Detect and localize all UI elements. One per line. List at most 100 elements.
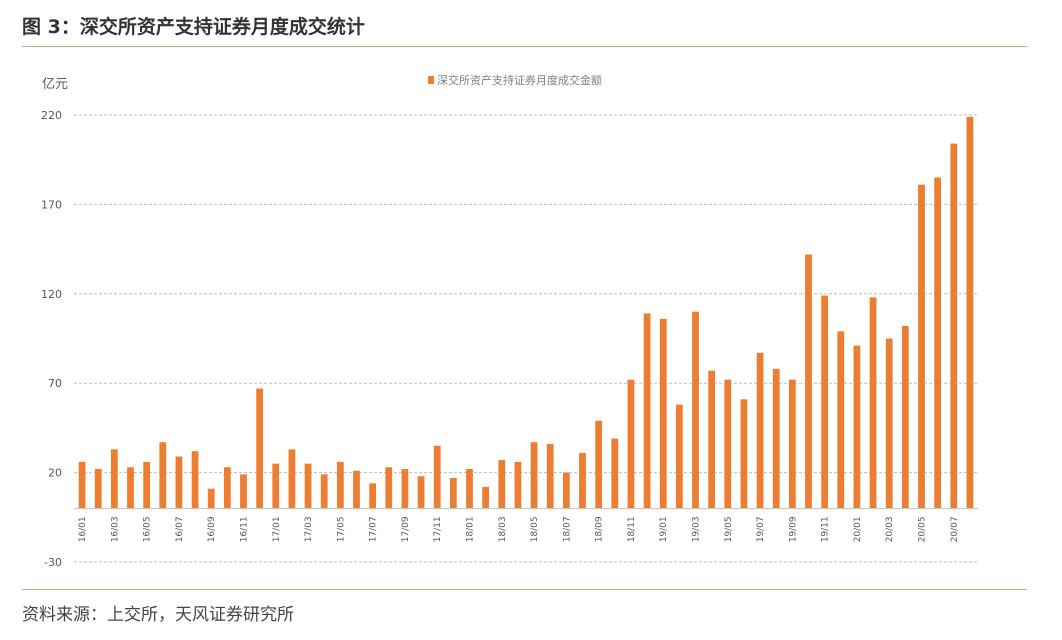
bar — [692, 311, 699, 509]
x-tick-label: 17/03 — [304, 516, 314, 542]
x-tick-label: 16/11 — [240, 516, 250, 542]
bar — [901, 325, 909, 509]
x-tick-label: 19/05 — [724, 516, 734, 542]
bar — [498, 460, 506, 509]
bar — [611, 438, 619, 509]
bar — [256, 388, 264, 509]
bar — [449, 477, 457, 509]
bar — [223, 467, 231, 509]
x-tick-label: 20/03 — [885, 516, 895, 542]
legend-label: 深交所资产支持证券月度成交金额 — [437, 73, 602, 87]
y-tick-label: 220 — [41, 109, 62, 122]
bar — [514, 461, 522, 509]
bar — [288, 449, 296, 509]
x-tick-label: 20/01 — [853, 516, 863, 542]
bar — [950, 143, 958, 509]
x-tick-label: 19/11 — [821, 516, 831, 542]
x-tick-label: 16/09 — [207, 516, 217, 542]
legend-swatch — [428, 76, 434, 84]
bar — [401, 469, 409, 509]
bar — [240, 474, 247, 509]
y-axis-ticks: -30 20 70 120 170 220 — [41, 109, 62, 569]
y-tick-label: 170 — [41, 198, 62, 211]
bar — [708, 370, 716, 509]
x-tick-label: 19/09 — [788, 516, 798, 542]
bar — [175, 456, 183, 509]
bar — [433, 445, 441, 509]
x-tick-label: 17/07 — [369, 516, 379, 542]
x-tick-label: 18/03 — [498, 516, 508, 542]
bar — [821, 295, 829, 509]
x-tick-label: 16/07 — [175, 516, 185, 542]
bar — [466, 469, 473, 509]
x-tick-label: 17/11 — [433, 516, 443, 542]
bar — [320, 474, 328, 509]
x-tick-label: 16/05 — [143, 516, 153, 542]
bar — [159, 442, 167, 509]
bar — [369, 483, 377, 509]
y-tick-label: 20 — [48, 467, 62, 480]
y-tick-label: 120 — [41, 288, 62, 301]
bar — [740, 399, 748, 509]
bar — [869, 297, 877, 509]
bar — [530, 442, 538, 509]
bar — [207, 488, 215, 509]
y-tick-label: 70 — [48, 377, 62, 390]
footer-divider — [22, 589, 1027, 590]
bar — [304, 463, 312, 509]
bar-series — [78, 116, 974, 509]
bar — [110, 449, 118, 509]
gridlines — [74, 114, 978, 563]
x-tick-label: 17/09 — [401, 516, 411, 542]
bar — [788, 379, 796, 509]
x-tick-label: 18/07 — [562, 516, 572, 542]
bar — [643, 313, 651, 509]
x-tick-label: 19/07 — [756, 516, 766, 542]
bar — [627, 379, 635, 509]
bar — [336, 461, 344, 509]
y-tick-label: -30 — [44, 556, 62, 569]
x-tick-label: 17/01 — [272, 516, 282, 542]
bar — [127, 467, 134, 509]
bar — [417, 476, 425, 509]
bar — [918, 184, 925, 509]
bar — [853, 345, 861, 509]
x-tick-label: 20/07 — [950, 516, 960, 542]
bar — [772, 368, 780, 509]
x-tick-label: 18/01 — [466, 516, 476, 542]
bar — [482, 486, 490, 509]
x-tick-label: 18/09 — [595, 516, 605, 542]
x-tick-label: 16/01 — [78, 516, 88, 542]
bar — [546, 443, 554, 509]
chart-title: 图 3：深交所资产支持证券月度成交统计 — [22, 16, 365, 38]
bar — [143, 461, 151, 509]
bar — [385, 467, 393, 509]
bar — [805, 254, 812, 509]
y-axis-unit-label: 亿元 — [42, 77, 68, 92]
x-tick-label: 18/11 — [627, 516, 637, 542]
bar — [78, 461, 86, 509]
bar — [272, 463, 280, 509]
bar — [966, 116, 974, 509]
bar — [675, 404, 683, 509]
bar — [579, 452, 586, 509]
x-axis-ticks: 16/01 16/03 16/05 16/07 16/09 16/11 17/01 17/03… — [78, 516, 960, 542]
bar — [659, 318, 667, 509]
bar — [724, 379, 732, 509]
bar — [94, 469, 102, 509]
bar — [756, 352, 764, 509]
bar — [934, 177, 942, 509]
x-tick-label: 16/03 — [110, 516, 120, 542]
bar — [191, 451, 199, 509]
bar — [353, 470, 360, 509]
x-tick-label: 18/05 — [530, 516, 540, 542]
title-divider — [22, 46, 1027, 47]
bar — [595, 420, 603, 509]
x-tick-label: 19/01 — [659, 516, 669, 542]
bar — [562, 472, 570, 509]
x-tick-label: 20/05 — [918, 516, 928, 542]
source-note: 资料来源：上交所，天风证券研究所 — [22, 605, 294, 625]
x-tick-label: 19/03 — [692, 516, 702, 542]
x-tick-label: 17/05 — [336, 516, 346, 542]
